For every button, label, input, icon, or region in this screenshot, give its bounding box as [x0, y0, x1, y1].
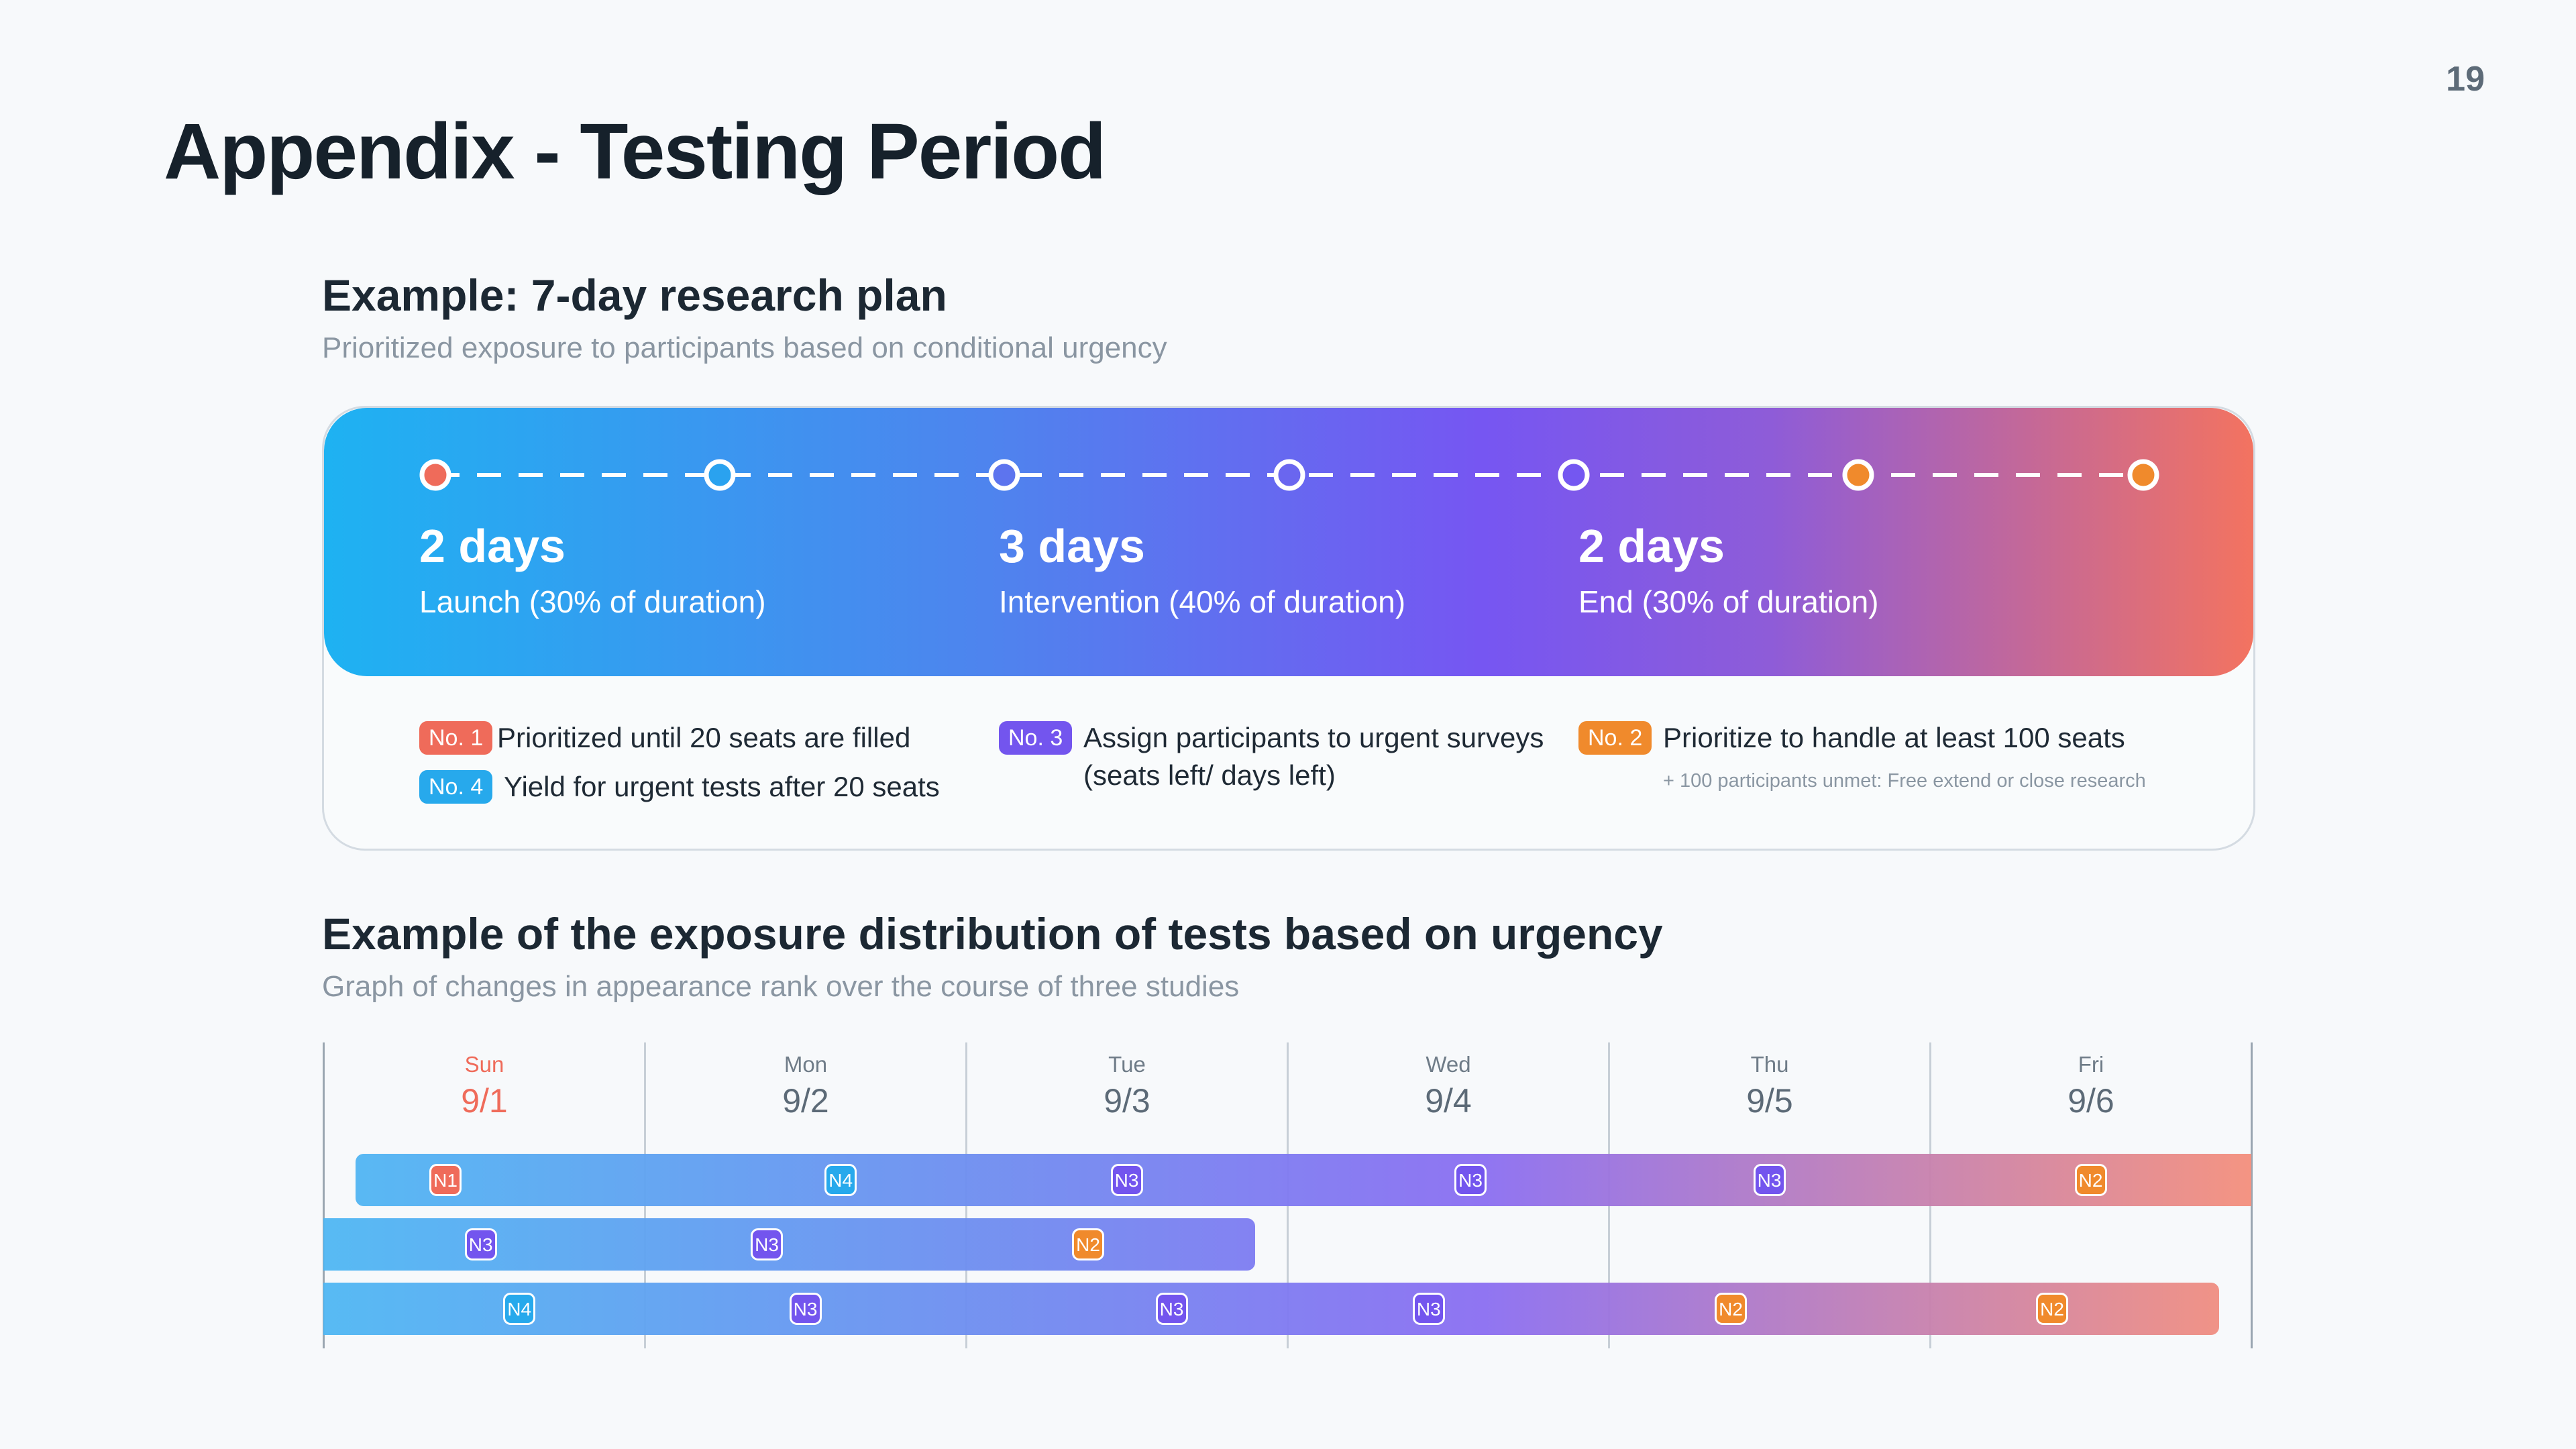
rank-tag: N4: [503, 1293, 536, 1325]
rule-text-no3-line2: (seats left/ days left): [1083, 759, 1336, 791]
rank-tag: N2: [2074, 1164, 2107, 1196]
rank-tag: N3: [1155, 1293, 1188, 1325]
milestone-dot-4: [1273, 459, 1305, 491]
milestone-dot-1: [419, 459, 451, 491]
rule-text-no4: Yield for urgent tests after 20 seats: [504, 771, 940, 802]
rank-tag: N3: [464, 1228, 497, 1260]
exposure-bar: [355, 1154, 2251, 1206]
rule-badge-no2: No. 2: [1578, 721, 1652, 755]
distribution-subtitle: Graph of changes in appearance rank over…: [322, 970, 1240, 1003]
plan-subtitle: Prioritized exposure to participants bas…: [322, 331, 1167, 364]
rule-note-no2: + 100 participants unmet: Free extend or…: [1663, 770, 2146, 792]
phase-3-desc: End (30% of duration): [1578, 584, 1879, 619]
phase-2-days: 3 days: [999, 520, 1145, 572]
milestone-dot-2: [704, 459, 736, 491]
rank-tag: N3: [1110, 1164, 1143, 1196]
day-divider: [2251, 1042, 2253, 1348]
distribution-title: Example of the exposure distribution of …: [322, 909, 1663, 959]
rank-tag: N1: [429, 1164, 462, 1196]
day-date: 9/2: [782, 1082, 829, 1120]
day-divider: [323, 1042, 325, 1348]
rank-tag: N4: [824, 1164, 857, 1196]
day-date: 9/4: [1425, 1082, 1472, 1120]
timeline-card: 2 days Launch (30% of duration) 3 days I…: [322, 406, 2255, 851]
phase-1-desc: Launch (30% of duration): [419, 584, 766, 619]
day-date: 9/6: [2068, 1082, 2114, 1120]
phase-2-desc: Intervention (40% of duration): [999, 584, 1406, 619]
rank-tag: N3: [751, 1228, 784, 1260]
rank-tag: N2: [1715, 1293, 1748, 1325]
day-date: 9/5: [1746, 1082, 1793, 1120]
rank-tag: N3: [1412, 1293, 1445, 1325]
timeline-track: [419, 459, 2159, 491]
plan-title: Example: 7-day research plan: [322, 270, 947, 320]
day-name: Mon: [784, 1052, 828, 1077]
exposure-bar: [323, 1218, 1256, 1271]
milestone-dot-7: [2127, 459, 2159, 491]
day-name: Tue: [1108, 1052, 1146, 1077]
rank-tag: N3: [1753, 1164, 1786, 1196]
day-date: 9/3: [1104, 1082, 1150, 1120]
rank-tag: N3: [1454, 1164, 1487, 1196]
day-name: Fri: [2078, 1052, 2104, 1077]
rank-tag: N2: [2036, 1293, 2069, 1325]
day-name: Wed: [1426, 1052, 1471, 1077]
day-name: Thu: [1750, 1052, 1789, 1077]
rule-text-no1: Prioritized until 20 seats are filled: [497, 722, 911, 753]
milestone-dot-5: [1558, 459, 1590, 491]
rule-text-no2: Prioritize to handle at least 100 seats: [1663, 722, 2125, 753]
phase-3-days: 2 days: [1578, 520, 1725, 572]
milestone-dot-6: [1842, 459, 1874, 491]
page-number: 19: [2446, 60, 2485, 99]
rank-tag: N2: [1072, 1228, 1105, 1260]
milestone-dot-3: [988, 459, 1020, 491]
rule-badge-no4: No. 4: [419, 770, 493, 804]
page-title: Appendix - Testing Period: [164, 107, 1106, 196]
exposure-bar: [323, 1283, 2220, 1335]
rule-badge-no1: No. 1: [419, 721, 493, 755]
exposure-chart: Sun 9/1 Mon 9/2 Tue 9/3 Wed 9/4 Thu 9/5 Fri 9/6 N1 N4…: [322, 1042, 2254, 1348]
day-name: Sun: [464, 1052, 504, 1077]
day-date: 9/1: [461, 1082, 508, 1120]
phase-1-days: 2 days: [419, 520, 566, 572]
rule-text-no3: Assign participants to urgent surveys: [1083, 722, 1544, 753]
rank-tag: N3: [789, 1293, 822, 1325]
timeline-band: 2 days Launch (30% of duration) 3 days I…: [324, 408, 2253, 676]
rule-badge-no3: No. 3: [999, 721, 1073, 755]
